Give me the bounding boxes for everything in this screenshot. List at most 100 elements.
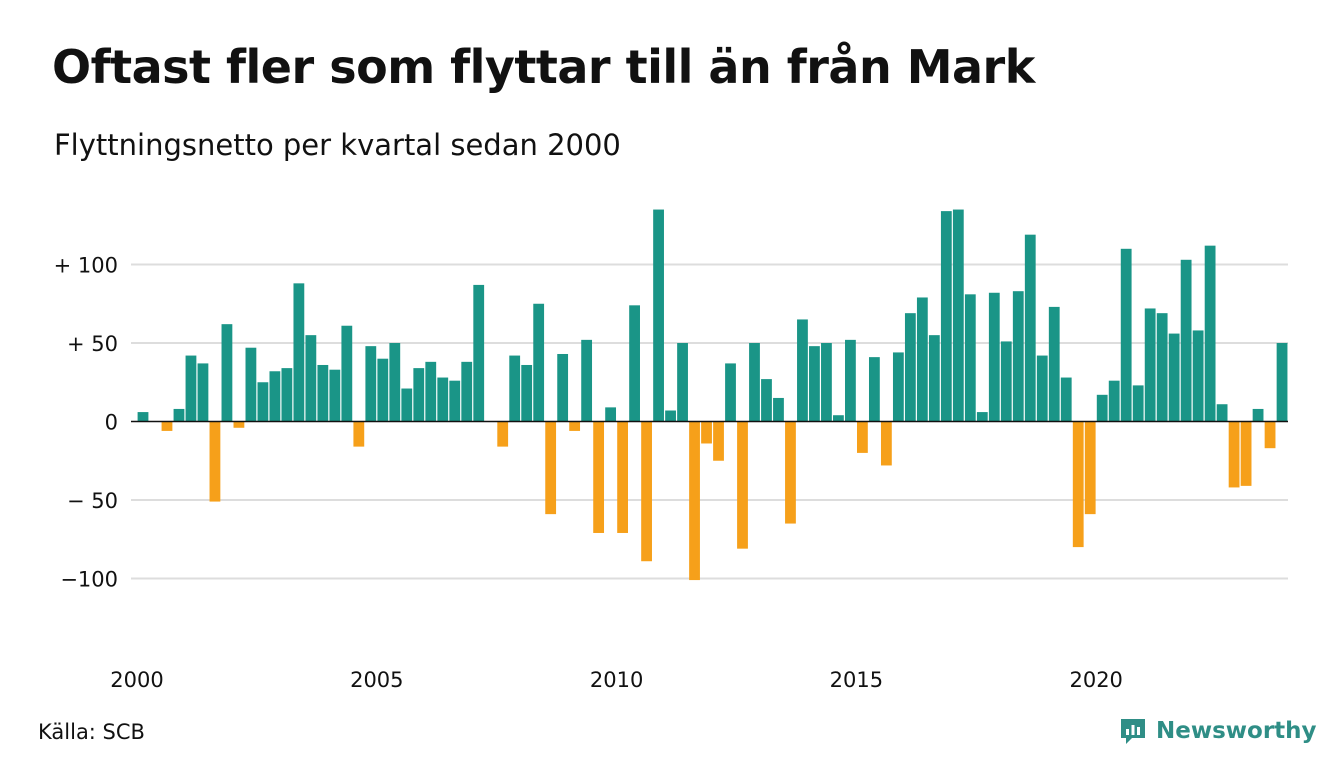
- bar: [137, 412, 149, 422]
- bar: [389, 343, 401, 422]
- bar: [1048, 306, 1060, 422]
- bar: [641, 421, 652, 562]
- bar: [425, 361, 437, 422]
- bar: [1144, 308, 1156, 422]
- bar: [1036, 355, 1048, 422]
- x-tick-label: 2010: [590, 668, 643, 692]
- chart-subtitle: Flyttningsnetto per kvartal sedan 2000: [54, 128, 621, 162]
- bar: [353, 421, 365, 447]
- bar: [317, 364, 329, 422]
- bar: [1156, 313, 1168, 422]
- bar: [833, 415, 844, 422]
- newsworthy-logo: Newsworthy: [1118, 714, 1317, 748]
- bar: [940, 211, 952, 422]
- y-axis-labels: + 100 + 50 0 − 50 −100: [54, 254, 118, 592]
- bar: [1132, 385, 1144, 422]
- bar: [916, 297, 928, 422]
- bar: [437, 377, 449, 422]
- bar: [449, 380, 461, 422]
- bar: [521, 364, 533, 422]
- bar: [773, 397, 784, 422]
- bar: [629, 305, 640, 422]
- bar: [797, 319, 808, 422]
- bar: [569, 421, 581, 431]
- bar: [1192, 330, 1204, 422]
- bar: [209, 421, 221, 502]
- bar: [1024, 234, 1036, 422]
- bar: [880, 421, 892, 466]
- bar: [1204, 245, 1216, 422]
- bar: [1012, 291, 1024, 422]
- bar: [1180, 259, 1192, 422]
- bar: [1108, 380, 1120, 422]
- bar: [221, 324, 233, 422]
- bar: [653, 209, 664, 422]
- bar: [1240, 421, 1252, 486]
- bar: [976, 412, 988, 422]
- bar: [701, 421, 712, 444]
- bar: [1000, 341, 1012, 422]
- bar: [809, 346, 820, 422]
- bar: [785, 421, 796, 524]
- bar: [1276, 343, 1288, 422]
- bar: [509, 355, 521, 422]
- bar: [365, 346, 377, 422]
- bar: [581, 339, 593, 422]
- bars: [137, 209, 1288, 581]
- bar: [305, 335, 317, 422]
- bar: [281, 368, 293, 422]
- bar: [1252, 408, 1264, 422]
- brand-name: Newsworthy: [1156, 718, 1317, 744]
- x-tick-label: 2015: [830, 668, 883, 692]
- bar: [749, 343, 760, 422]
- bar: [377, 358, 389, 422]
- bar: [497, 421, 509, 447]
- y-tick-label: + 100: [54, 254, 118, 278]
- bar: [593, 421, 605, 533]
- bar: [821, 343, 832, 422]
- bar: [545, 421, 557, 515]
- bar: [401, 388, 413, 422]
- y-tick-label: 0: [105, 411, 118, 435]
- bar: [341, 325, 353, 422]
- bar: [677, 343, 688, 422]
- bar-chart-speech-bubble-icon: [1121, 719, 1145, 744]
- bar: [1120, 248, 1132, 422]
- bar: [713, 421, 724, 461]
- bar: [269, 371, 281, 422]
- bar: [761, 379, 772, 422]
- bar: [533, 303, 545, 422]
- bar: [725, 363, 736, 422]
- bar: [689, 421, 700, 581]
- bar: [1060, 377, 1072, 422]
- bar: [413, 368, 425, 422]
- x-axis-labels: 2000 2005 2010 2015 2020: [110, 668, 1123, 692]
- bar: [557, 353, 569, 422]
- y-tick-label: + 50: [67, 332, 118, 356]
- bar: [1228, 421, 1240, 488]
- bar: [161, 421, 173, 431]
- source-note: Källa: SCB: [38, 720, 145, 744]
- bar: [892, 352, 904, 422]
- bar: [868, 357, 880, 422]
- bar: [605, 407, 617, 422]
- bar: [257, 382, 269, 422]
- bar: [1096, 394, 1108, 422]
- bar: [737, 421, 748, 549]
- bar: [964, 294, 976, 422]
- bar: [245, 347, 257, 422]
- y-tick-label: − 50: [67, 489, 118, 513]
- y-tick-label: −100: [60, 568, 118, 592]
- bar: [1216, 404, 1228, 422]
- bar: [233, 421, 245, 428]
- bar: [1084, 421, 1096, 515]
- x-tick-label: 2005: [350, 668, 403, 692]
- bar: [461, 361, 473, 422]
- chart-title: Oftast fler som flyttar till än från Mar…: [52, 40, 1035, 94]
- bar: [928, 335, 940, 422]
- bar: [173, 408, 185, 422]
- bar: [197, 363, 209, 422]
- bar: [1264, 421, 1276, 449]
- x-tick-label: 2000: [110, 668, 163, 692]
